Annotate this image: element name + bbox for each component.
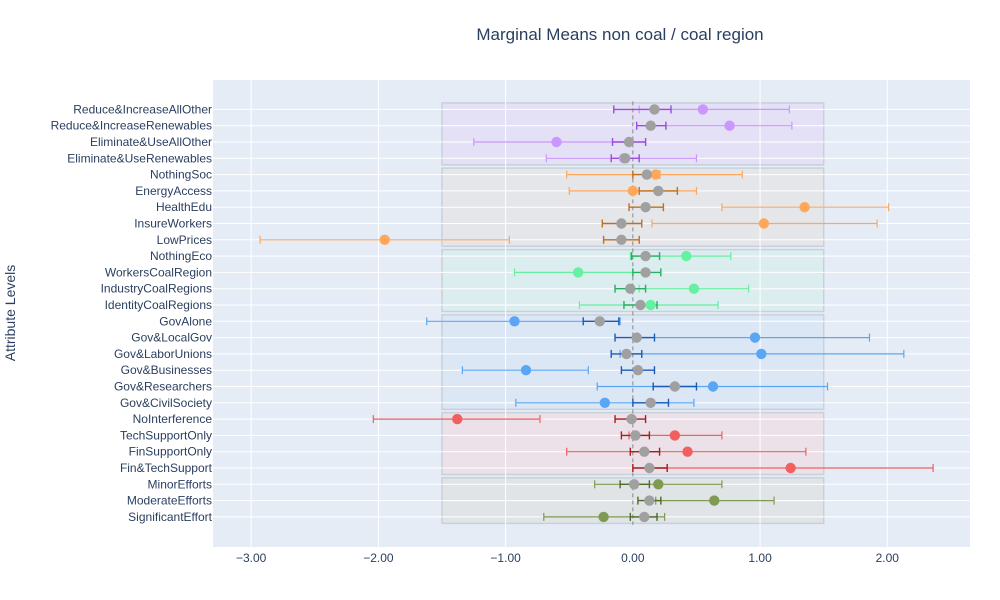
point-coal-region: [621, 348, 632, 360]
x-tick-label: −3.00: [236, 551, 267, 565]
y-tick-label: GovAlone: [159, 314, 212, 328]
y-tick-label: FinSupportOnly: [129, 445, 212, 459]
point-non-coal-region: [707, 381, 719, 392]
y-tick-label: Gov&Businesses: [121, 363, 212, 377]
point-non-coal-region: [551, 136, 562, 148]
point-coal-region: [645, 397, 656, 408]
point-coal-region: [630, 430, 641, 441]
y-tick-label: HealthEdu: [156, 200, 212, 214]
point-non-coal-region: [650, 169, 661, 180]
y-axis-title: Attribute Levels: [2, 265, 18, 362]
point-non-coal-region: [653, 479, 664, 490]
y-tick-label: SignificantEffort: [128, 510, 212, 524]
x-tick-label: −2.00: [363, 551, 394, 565]
point-non-coal-region: [572, 267, 584, 278]
x-tick-label: 1.00: [748, 551, 772, 565]
point-coal-region: [641, 169, 653, 180]
point-coal-region: [631, 332, 642, 343]
y-tick-label: ModerateEfforts: [127, 494, 212, 508]
point-non-coal-region: [756, 348, 767, 360]
y-tick-label: Reduce&IncreaseAllOther: [73, 102, 212, 116]
y-tick-label: Gov&Researchers: [114, 380, 212, 394]
point-coal-region: [628, 479, 640, 490]
point-coal-region: [644, 495, 655, 506]
point-non-coal-region: [785, 462, 796, 474]
point-coal-region: [639, 446, 650, 457]
point-non-coal-region: [682, 446, 693, 457]
point-coal-region: [669, 381, 681, 392]
y-tick-label: NoInterference: [133, 412, 213, 426]
point-non-coal-region: [749, 332, 761, 343]
point-coal-region: [625, 283, 636, 294]
point-coal-region: [644, 462, 655, 474]
y-tick-label: IndustryCoalRegions: [101, 282, 212, 296]
point-non-coal-region: [452, 413, 463, 425]
point-non-coal-region: [627, 185, 639, 197]
y-tick-label: IdentityCoalRegions: [105, 298, 212, 312]
point-non-coal-region: [645, 299, 656, 311]
x-tick-label: 0.00: [621, 551, 645, 565]
y-tick-label: MinorEfforts: [148, 477, 212, 491]
y-tick-label: NothingSoc: [150, 168, 212, 182]
point-non-coal-region: [598, 511, 609, 523]
chart-title: Marginal Means non coal / coal region: [476, 25, 763, 44]
point-non-coal-region: [520, 365, 532, 376]
point-non-coal-region: [724, 120, 735, 131]
x-tick-label: −1.00: [490, 551, 521, 565]
x-tick-labels: −3.00 −2.00 −1.00 0.00 1.00 2.00: [236, 551, 899, 565]
point-coal-region: [653, 185, 664, 197]
y-tick-label: Reduce&IncreaseRenewables: [51, 119, 212, 133]
point-non-coal-region: [379, 234, 390, 245]
y-tick-label: Gov&LaborUnions: [114, 347, 212, 361]
point-non-coal-region: [709, 495, 720, 506]
point-non-coal-region: [509, 316, 520, 327]
y-tick-label: TechSupportOnly: [120, 428, 212, 442]
point-coal-region: [645, 120, 656, 131]
y-tick-label: Eliminate&UseAllOther: [90, 135, 212, 149]
point-coal-region: [626, 413, 637, 425]
point-coal-region: [640, 267, 651, 278]
point-non-coal-region: [599, 397, 611, 408]
point-non-coal-region: [669, 430, 681, 441]
point-coal-region: [620, 153, 631, 164]
y-tick-label: LowPrices: [157, 233, 212, 247]
x-tick-label: 2.00: [876, 551, 900, 565]
point-coal-region: [639, 511, 650, 523]
y-tick-label: NothingEco: [150, 249, 212, 263]
y-tick-label: Gov&CivilSociety: [120, 396, 212, 410]
y-tick-labels: Reduce&IncreaseAllOther Reduce&IncreaseRe…: [51, 102, 213, 524]
y-tick-label: WorkersCoalRegion: [105, 265, 212, 279]
point-non-coal-region: [697, 104, 709, 115]
point-coal-region: [616, 234, 627, 245]
point-coal-region: [640, 202, 651, 213]
data-marks: [259, 104, 934, 523]
y-tick-label: InsureWorkers: [134, 217, 212, 231]
point-coal-region: [649, 104, 660, 115]
point-non-coal-region: [688, 283, 700, 294]
y-tick-label: Eliminate&UseRenewables: [67, 151, 212, 165]
point-coal-region: [640, 250, 651, 262]
point-non-coal-region: [799, 202, 810, 213]
point-coal-region: [616, 218, 627, 229]
point-coal-region: [632, 365, 644, 376]
y-tick-label: Fin&TechSupport: [120, 461, 213, 475]
y-tick-label: Gov&LocalGov: [131, 331, 212, 345]
point-coal-region: [635, 299, 646, 311]
point-non-coal-region: [681, 250, 692, 262]
point-coal-region: [594, 316, 605, 327]
point-non-coal-region: [758, 218, 770, 229]
point-coal-region: [623, 136, 635, 148]
y-tick-label: EnergyAccess: [135, 184, 212, 198]
